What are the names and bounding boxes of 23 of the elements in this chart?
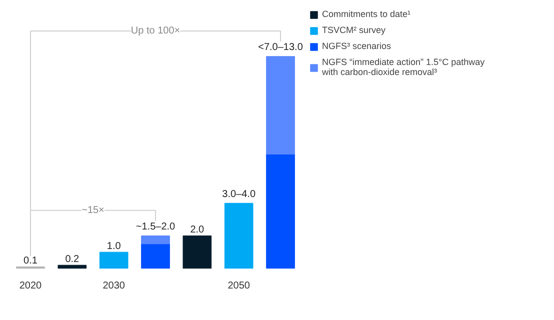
bar bbox=[266, 56, 295, 154]
legend-label: Commitments to date¹ bbox=[322, 9, 411, 19]
data-label: 0.1 bbox=[24, 256, 38, 267]
bar bbox=[182, 236, 212, 269]
legend-label: NGFS³ scenarios bbox=[322, 41, 392, 51]
data-label: 3.0–4.0 bbox=[222, 188, 256, 200]
data-label: 1.0 bbox=[106, 240, 122, 252]
x-tick-label: 2050 bbox=[228, 280, 250, 292]
annotation: ~15× bbox=[82, 204, 105, 216]
data-label: <7.0–13.0 bbox=[258, 42, 304, 54]
legend-label: NGFS “immediate action” 1.5°C pathway with carbon-dioxide removal³ bbox=[322, 57, 485, 77]
data-label: 2.0 bbox=[190, 224, 205, 236]
bar bbox=[141, 236, 170, 244]
data-label: ~1.5–2.0 bbox=[136, 222, 176, 233]
x-tick-label: 2030 bbox=[102, 280, 126, 292]
bar bbox=[58, 264, 87, 269]
bar bbox=[266, 154, 295, 269]
bar bbox=[141, 244, 170, 269]
x-tick-label: 2020 bbox=[19, 280, 42, 292]
text: Up to 100× bbox=[130, 25, 180, 36]
bar bbox=[99, 252, 128, 269]
data-label: 0.2 bbox=[65, 254, 80, 265]
legend-label: TSVCM² survey bbox=[322, 25, 386, 35]
